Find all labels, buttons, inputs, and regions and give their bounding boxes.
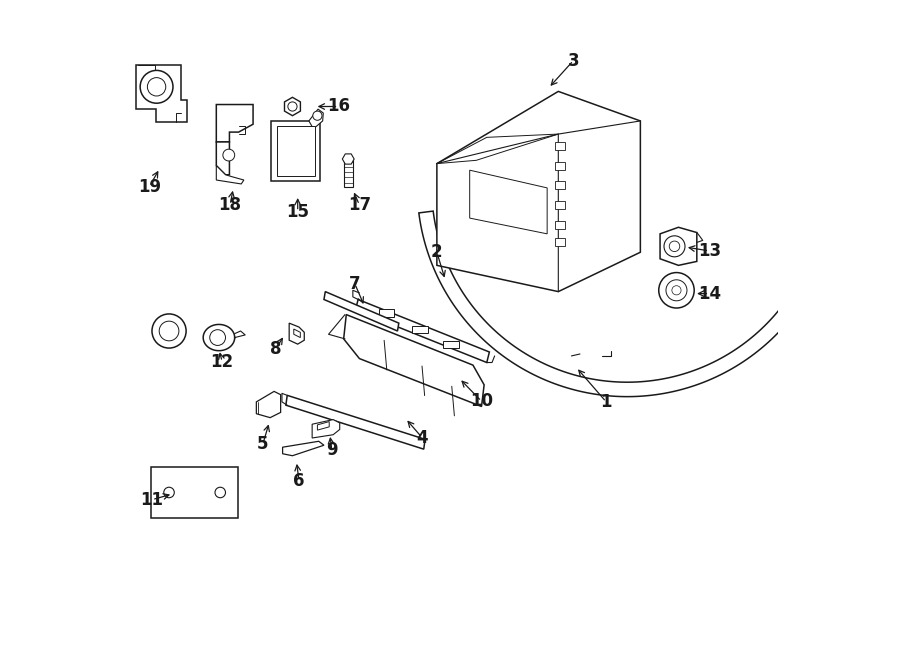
- Polygon shape: [342, 154, 355, 164]
- Text: 7: 7: [349, 275, 361, 293]
- Bar: [151, 467, 238, 518]
- Text: 16: 16: [327, 97, 350, 115]
- Polygon shape: [356, 299, 490, 363]
- Text: 1: 1: [600, 393, 612, 411]
- Circle shape: [164, 487, 175, 498]
- Polygon shape: [324, 292, 399, 331]
- Text: 14: 14: [698, 285, 721, 303]
- Bar: [344, 159, 353, 187]
- Polygon shape: [284, 97, 301, 116]
- Polygon shape: [318, 422, 329, 430]
- Polygon shape: [418, 211, 814, 397]
- Text: 9: 9: [326, 442, 338, 459]
- Circle shape: [210, 330, 226, 346]
- Polygon shape: [256, 391, 281, 418]
- Circle shape: [223, 149, 235, 161]
- Bar: [555, 201, 565, 209]
- Text: 18: 18: [219, 196, 241, 214]
- Polygon shape: [289, 323, 304, 344]
- Polygon shape: [344, 314, 484, 406]
- Text: 19: 19: [138, 177, 161, 195]
- Ellipse shape: [159, 321, 179, 341]
- Bar: [276, 126, 315, 176]
- Bar: [555, 238, 565, 246]
- Text: 3: 3: [568, 52, 580, 70]
- Bar: [272, 121, 320, 181]
- Polygon shape: [379, 309, 394, 316]
- Text: 13: 13: [698, 242, 721, 260]
- Ellipse shape: [666, 280, 687, 301]
- Text: 6: 6: [293, 471, 305, 490]
- Polygon shape: [312, 420, 339, 438]
- Polygon shape: [216, 105, 253, 142]
- Bar: [555, 142, 565, 150]
- Text: 2: 2: [431, 243, 443, 261]
- Ellipse shape: [659, 273, 694, 308]
- Circle shape: [148, 77, 166, 96]
- Polygon shape: [136, 65, 187, 122]
- Polygon shape: [286, 395, 425, 449]
- Text: 17: 17: [347, 196, 371, 214]
- Ellipse shape: [152, 314, 186, 348]
- Text: 12: 12: [211, 353, 234, 371]
- Polygon shape: [443, 341, 459, 348]
- Bar: [555, 220, 565, 228]
- Polygon shape: [283, 442, 324, 455]
- Bar: [555, 181, 565, 189]
- Bar: [555, 162, 565, 169]
- Text: 4: 4: [417, 429, 428, 447]
- Circle shape: [670, 241, 680, 252]
- Text: 10: 10: [470, 393, 493, 410]
- Circle shape: [215, 487, 226, 498]
- Polygon shape: [470, 170, 547, 234]
- Circle shape: [140, 70, 173, 103]
- Text: 11: 11: [140, 491, 164, 508]
- Polygon shape: [660, 227, 697, 265]
- Ellipse shape: [672, 286, 681, 295]
- Polygon shape: [216, 142, 230, 175]
- Text: 5: 5: [257, 435, 269, 453]
- Polygon shape: [309, 109, 323, 129]
- Circle shape: [288, 102, 297, 111]
- Polygon shape: [436, 91, 641, 292]
- Polygon shape: [216, 166, 244, 184]
- Text: 8: 8: [270, 340, 281, 358]
- Polygon shape: [412, 326, 427, 333]
- Text: 15: 15: [286, 203, 310, 220]
- Polygon shape: [293, 329, 301, 338]
- Circle shape: [313, 111, 322, 120]
- Circle shape: [664, 236, 685, 257]
